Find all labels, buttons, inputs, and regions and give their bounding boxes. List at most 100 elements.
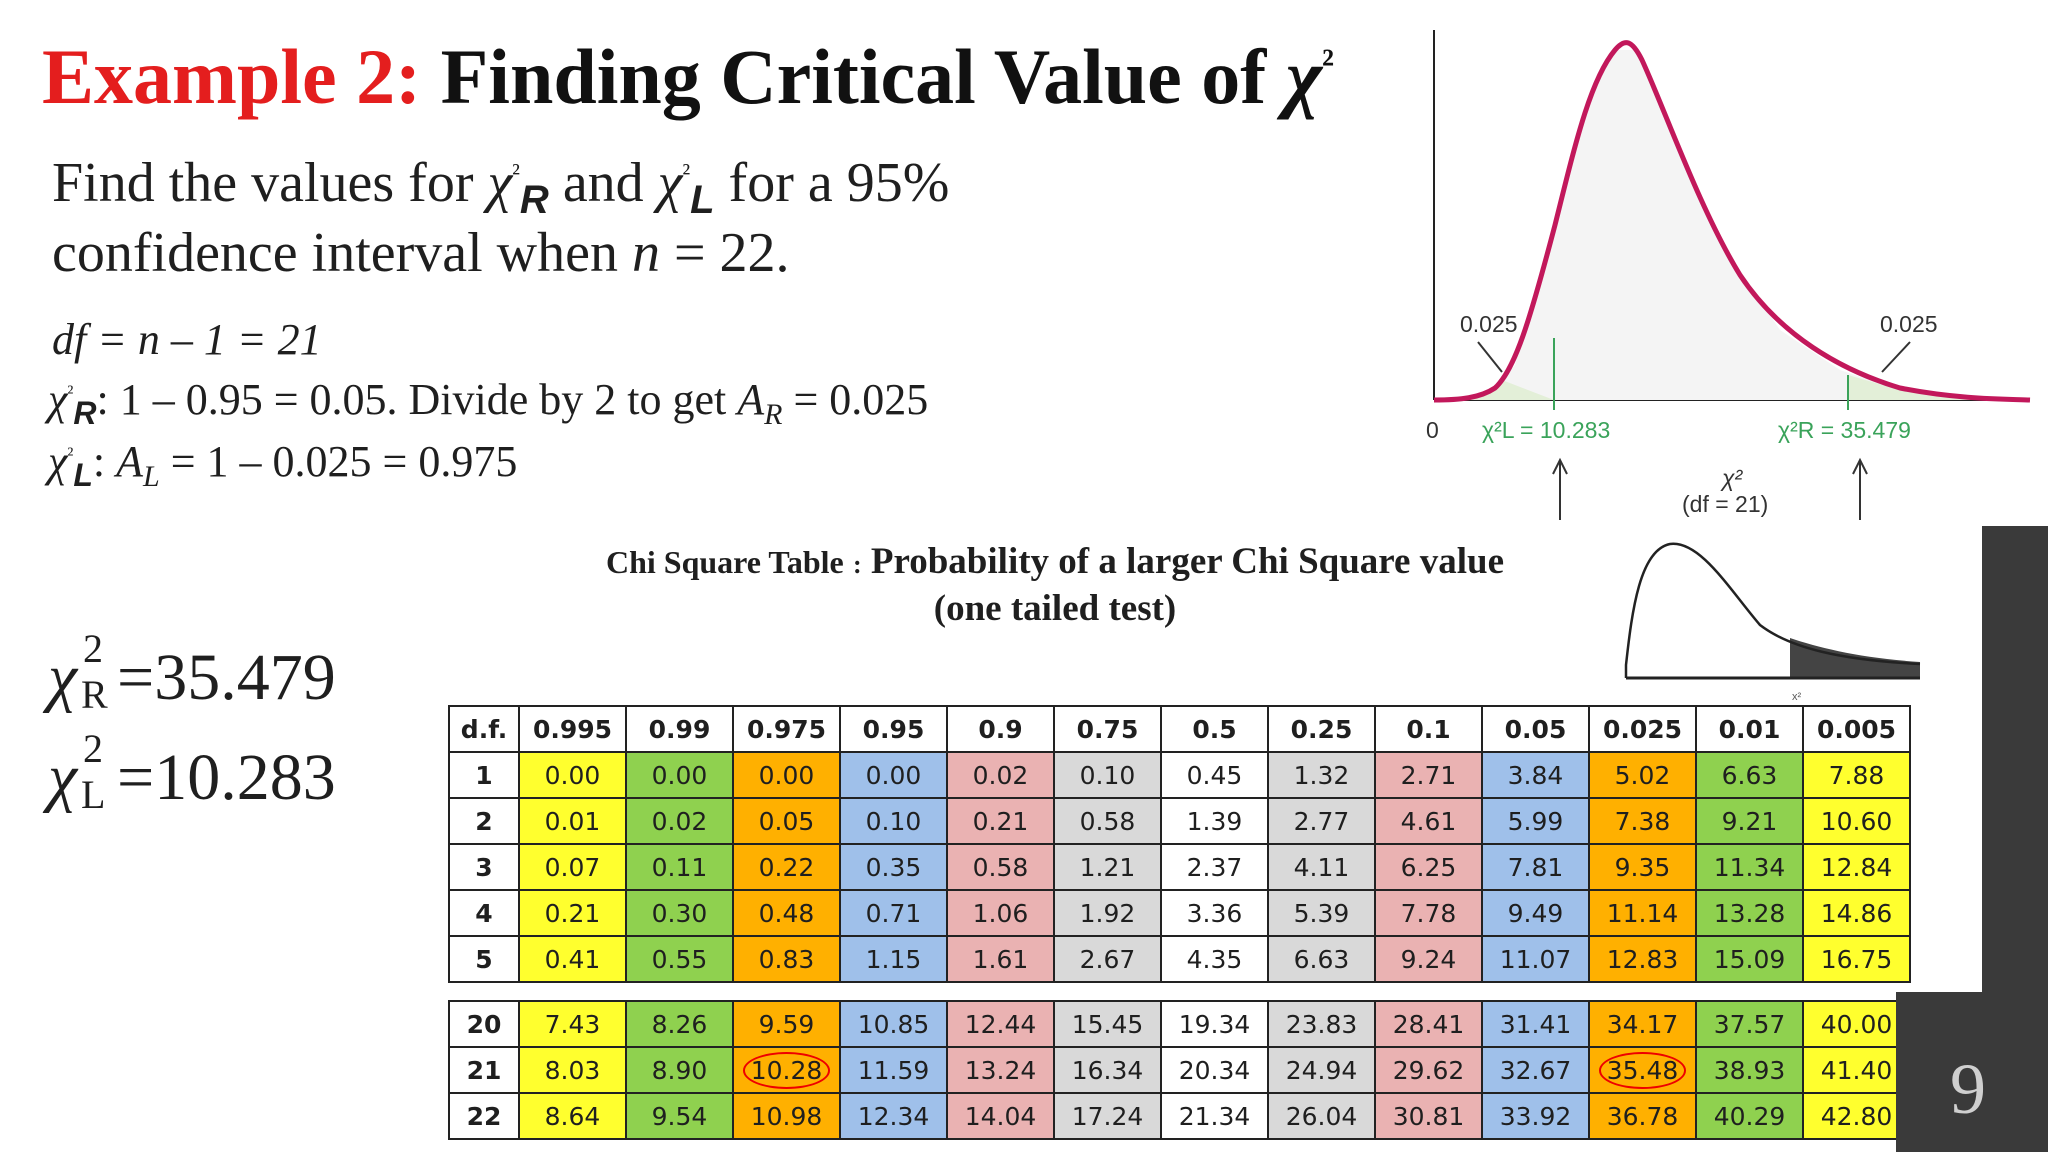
table-cell: 4.35 (1160, 935, 1269, 983)
page-number-panel (1896, 992, 2048, 1152)
table-cell: 0.35 (839, 843, 948, 891)
table-cell: 1.21 (1053, 843, 1162, 891)
table-header-cell: 0.95 (839, 705, 948, 753)
table-cell: 32.67 (1481, 1046, 1590, 1094)
table-cell: 10.60 (1802, 797, 1911, 845)
table-cell: 33.92 (1481, 1092, 1590, 1140)
chi-symbol: χ (48, 741, 78, 814)
table-cell: 9.35 (1588, 843, 1697, 891)
table-cell: 4.61 (1374, 797, 1483, 845)
table-cell: 1.92 (1053, 889, 1162, 937)
table-df-cell: 20 (448, 1000, 520, 1048)
table-cell: 0.01 (518, 797, 627, 845)
table-cell: 0.21 (518, 889, 627, 937)
answer-sup: 2 (83, 726, 104, 771)
table-cell: 9.59 (732, 1000, 841, 1048)
table-cell: 13.28 (1695, 889, 1804, 937)
answer-sub-l: L (81, 772, 106, 817)
table-cell: 0.02 (625, 797, 734, 845)
question-text-c: for a 95% (714, 152, 950, 214)
table-cell: 0.10 (839, 797, 948, 845)
table-title-desc: Probability of a larger Chi Square value (870, 541, 1505, 582)
table-df-cell: 1 (448, 751, 520, 799)
table-cell: 10.28 (732, 1046, 841, 1094)
table-df-cell: 4 (448, 889, 520, 937)
table-cell: 20.34 (1160, 1046, 1269, 1094)
table-header-cell: 0.25 (1267, 705, 1376, 753)
table-cell: 0.22 (732, 843, 841, 891)
table-title-sub: (one tailed test) (933, 588, 1177, 629)
chi-square-sup: ² (67, 443, 74, 466)
chi-square-table-bottom: 20 7.43 8.26 9.59 10.85 12.44 15.45 19.34 23.83 2… (448, 1000, 1911, 1140)
answer-r-value: =35.479 (117, 641, 336, 714)
chi-symbol: χ (48, 641, 78, 714)
curve-area (1434, 50, 2030, 400)
answer-sup: 2 (83, 626, 104, 671)
table-cell: 12.83 (1588, 935, 1697, 983)
table-cell: 0.45 (1160, 751, 1269, 799)
table-cell: 30.81 (1374, 1092, 1483, 1140)
right-area-label: 0.025 (1880, 311, 1938, 337)
title-chi: χ (1285, 33, 1323, 120)
table-row: 21 8.03 8.90 10.28 11.59 13.24 16.34 20.34 24.94… (448, 1046, 1911, 1094)
chi-symbol: χ (48, 375, 68, 424)
table-cell: 0.05 (732, 797, 841, 845)
chi-l-work-line: χ²L: AL = 1 – 0.025 = 0.975 (48, 440, 517, 492)
table-cell: 0.58 (946, 843, 1055, 891)
table-cell: 6.63 (1267, 935, 1376, 983)
table-cell: 15.09 (1695, 935, 1804, 983)
table-cell: 3.84 (1481, 751, 1590, 799)
chi-l-work-text: : (92, 437, 117, 486)
question-text-b: and (548, 152, 658, 214)
table-cell: 11.34 (1695, 843, 1804, 891)
table-cell: 41.40 (1802, 1046, 1911, 1094)
chi-r-work-line: χ²R: 1 – 0.95 = 0.05. Divide by 2 to get… (48, 378, 928, 430)
table-cell: 10.85 (839, 1000, 948, 1048)
table-cell: 5.39 (1267, 889, 1376, 937)
table-cell: 2.67 (1053, 935, 1162, 983)
table-cell: 8.26 (625, 1000, 734, 1048)
table-cell: 1.06 (946, 889, 1055, 937)
table-cell: 0.21 (946, 797, 1055, 845)
table-header-cell: 0.1 (1374, 705, 1483, 753)
n-variable: n (631, 222, 660, 284)
table-cell: 34.17 (1588, 1000, 1697, 1048)
chi-sub-l: L (73, 456, 93, 493)
right-tail-shade (1848, 375, 2030, 400)
a-l-value: = 1 – 0.025 = 0.975 (159, 437, 518, 486)
table-cell: 0.58 (1053, 797, 1162, 845)
table-df-cell: 21 (448, 1046, 520, 1094)
table-header-cell: 0.975 (732, 705, 841, 753)
table-cell: 9.54 (625, 1092, 734, 1140)
table-cell: 0.00 (732, 751, 841, 799)
table-df-cell: 2 (448, 797, 520, 845)
right-arrow-head (1852, 457, 1868, 475)
question-line-2: confidence interval when n = 22. (52, 225, 790, 281)
table-cell: 4.11 (1267, 843, 1376, 891)
table-header-cell: 0.5 (1160, 705, 1269, 753)
table-cell: 0.10 (1053, 751, 1162, 799)
table-cell: 17.24 (1053, 1092, 1162, 1140)
table-cell: 24.94 (1267, 1046, 1376, 1094)
left-pointer (1477, 341, 1503, 373)
page-number: 9 (1950, 1049, 1986, 1129)
chi-square-sup: ² (512, 158, 520, 188)
table-cell: 15.45 (1053, 1000, 1162, 1048)
table-cell: 6.25 (1374, 843, 1483, 891)
table-cell: 11.14 (1588, 889, 1697, 937)
right-critical-label: χ²R = 35.479 (1778, 417, 1911, 443)
chi-square-curve-diagram: 0.025 0.025 0 χ²L = 10.283 χ²R = 35.479 … (1426, 30, 2031, 520)
table-header-cell: 0.01 (1695, 705, 1804, 753)
table-cell: 0.41 (518, 935, 627, 983)
table-title-name: Chi Square Table (605, 544, 844, 580)
table-cell: 7.38 (1588, 797, 1697, 845)
table-cell: 0.02 (946, 751, 1055, 799)
table-cell: 38.93 (1695, 1046, 1804, 1094)
chi-sub-l: L (690, 178, 715, 223)
table-cell: 0.30 (625, 889, 734, 937)
table-header-cell: 0.995 (518, 705, 627, 753)
small-x-label: x² (1792, 691, 1802, 703)
table-cell: 7.78 (1374, 889, 1483, 937)
table-cell: 28.41 (1374, 1000, 1483, 1048)
table-cell: 9.24 (1374, 935, 1483, 983)
